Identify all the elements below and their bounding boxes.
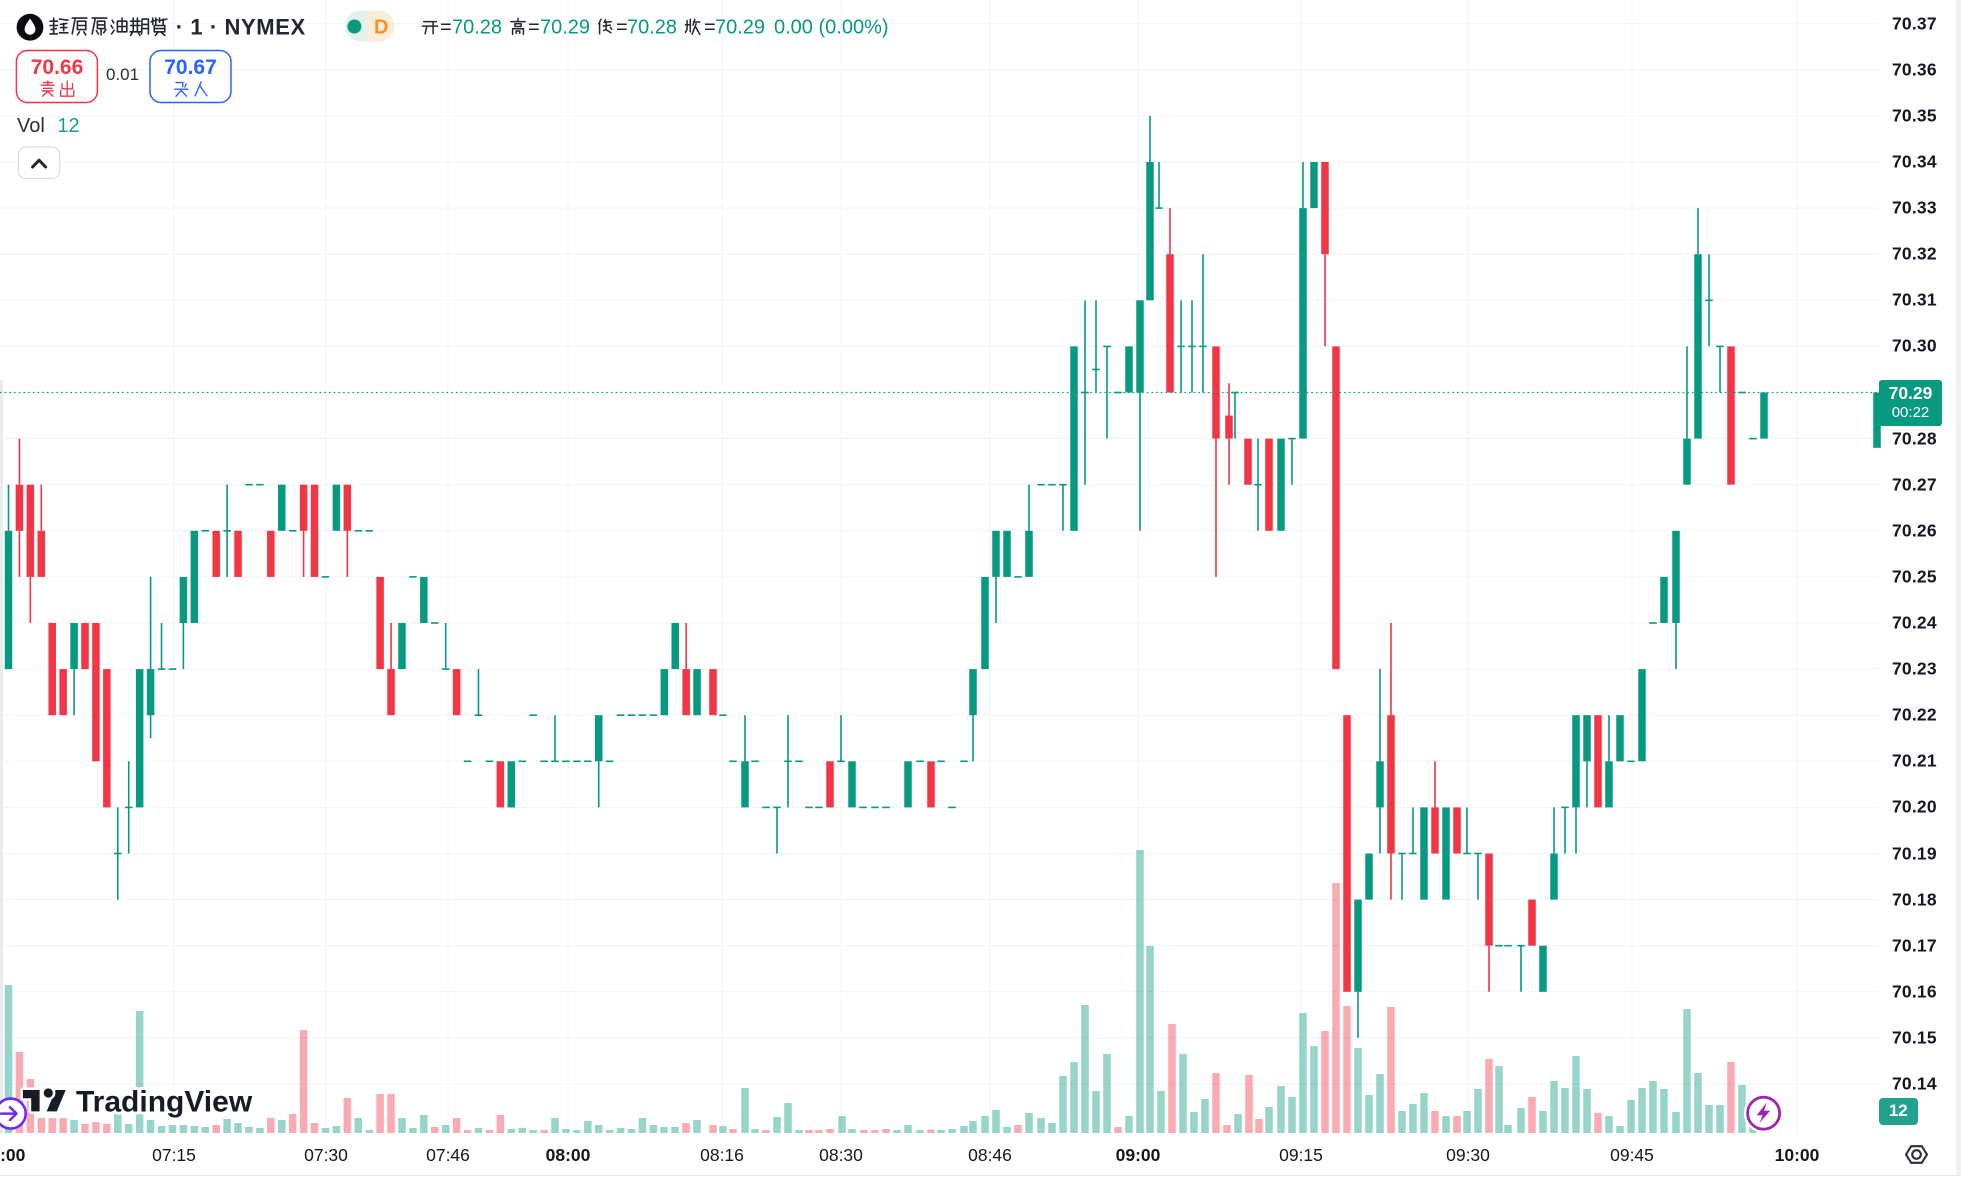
svg-text:Vol: Vol [17, 115, 45, 137]
svg-text:=: = [616, 17, 628, 39]
svg-text:0.01: 0.01 [106, 65, 139, 84]
svg-text:70.29: 70.29 [540, 17, 590, 39]
svg-text:D: D [374, 17, 388, 39]
svg-text:12: 12 [57, 115, 79, 137]
svg-text:70.66: 70.66 [31, 56, 84, 79]
svg-text:=: = [440, 17, 452, 39]
svg-text:70.28: 70.28 [452, 17, 502, 39]
svg-text:70.28: 70.28 [627, 17, 677, 39]
svg-text:· 1 · NYMEX: · 1 · NYMEX [169, 15, 306, 40]
svg-text:70.29: 70.29 [715, 17, 765, 39]
svg-text:TradingView: TradingView [76, 1086, 253, 1119]
svg-text:70.67: 70.67 [164, 56, 217, 79]
svg-text:=: = [704, 17, 716, 39]
svg-text:0.00 (0.00%): 0.00 (0.00%) [774, 17, 889, 39]
svg-text:=: = [528, 17, 540, 39]
